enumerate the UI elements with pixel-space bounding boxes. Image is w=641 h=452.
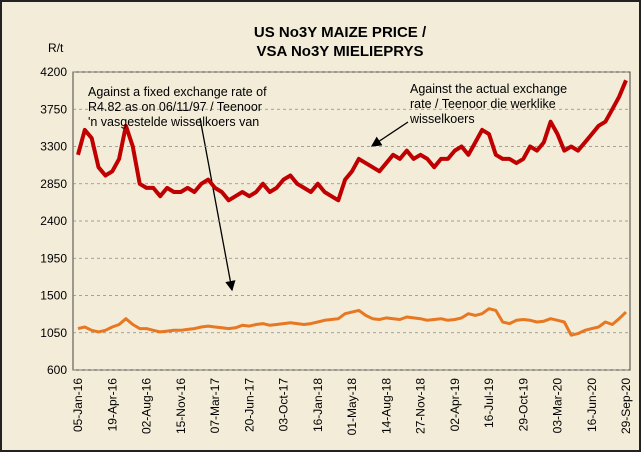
x-tick-label: 07-Mar-17	[208, 378, 222, 434]
data-line	[76, 79, 628, 203]
y-tick-label: 2850	[40, 177, 67, 191]
y-tick-label: 1500	[40, 289, 67, 303]
y-tick-label: 1950	[40, 251, 67, 265]
x-tick-label: 29-Oct-19	[516, 378, 530, 432]
annotation: Against the actual exchange	[410, 82, 567, 96]
y-tick-label: 4200	[40, 65, 67, 79]
annotation: R4.82 as on 06/11/97 / Teenoor	[88, 100, 262, 114]
x-tick-label: 01-May-18	[345, 378, 359, 436]
x-tick-label: 03-Mar-20	[551, 378, 565, 434]
x-tick-label: 27-Nov-18	[414, 378, 428, 434]
chart-title: VSA No3Y MIELIEPRYS	[257, 43, 424, 60]
x-tick-label: 15-Nov-16	[174, 378, 188, 434]
x-tick-label: 16-Jan-18	[311, 378, 325, 432]
x-tick-label: 02-Aug-16	[140, 378, 154, 434]
x-tick-label: 16-Jul-19	[482, 378, 496, 428]
y-tick-label: 3750	[40, 102, 67, 116]
x-tick-label: 20-Jun-17	[242, 378, 256, 432]
data-line	[77, 307, 628, 337]
annotation: rate / Teenoor die werklike	[410, 97, 556, 111]
x-tick-label: 14-Aug-18	[379, 378, 393, 434]
y-tick-label: 3300	[40, 140, 67, 154]
y-axis-label: R/t	[48, 41, 64, 55]
annotation: wisselkoers	[409, 112, 475, 126]
arrow	[370, 121, 409, 147]
annotation: Against a fixed exchange rate of	[88, 85, 267, 99]
y-tick-label: 1050	[40, 326, 67, 340]
y-tick-label: 2400	[40, 214, 67, 228]
x-tick-label: 19-Apr-16	[105, 378, 119, 432]
x-tick-label: 03-Oct-17	[277, 378, 291, 432]
x-tick-label: 16-Jun-20	[585, 378, 599, 432]
x-tick-label: 29-Sep-20	[619, 378, 633, 434]
x-tick-label: 02-Apr-19	[448, 378, 462, 432]
x-tick-label: 05-Jan-16	[71, 378, 85, 432]
y-tick-label: 600	[47, 363, 67, 377]
annotation: 'n vasgestelde wisselkoers van	[88, 115, 259, 129]
chart-title: US No3Y MAIZE PRICE /	[254, 24, 427, 41]
